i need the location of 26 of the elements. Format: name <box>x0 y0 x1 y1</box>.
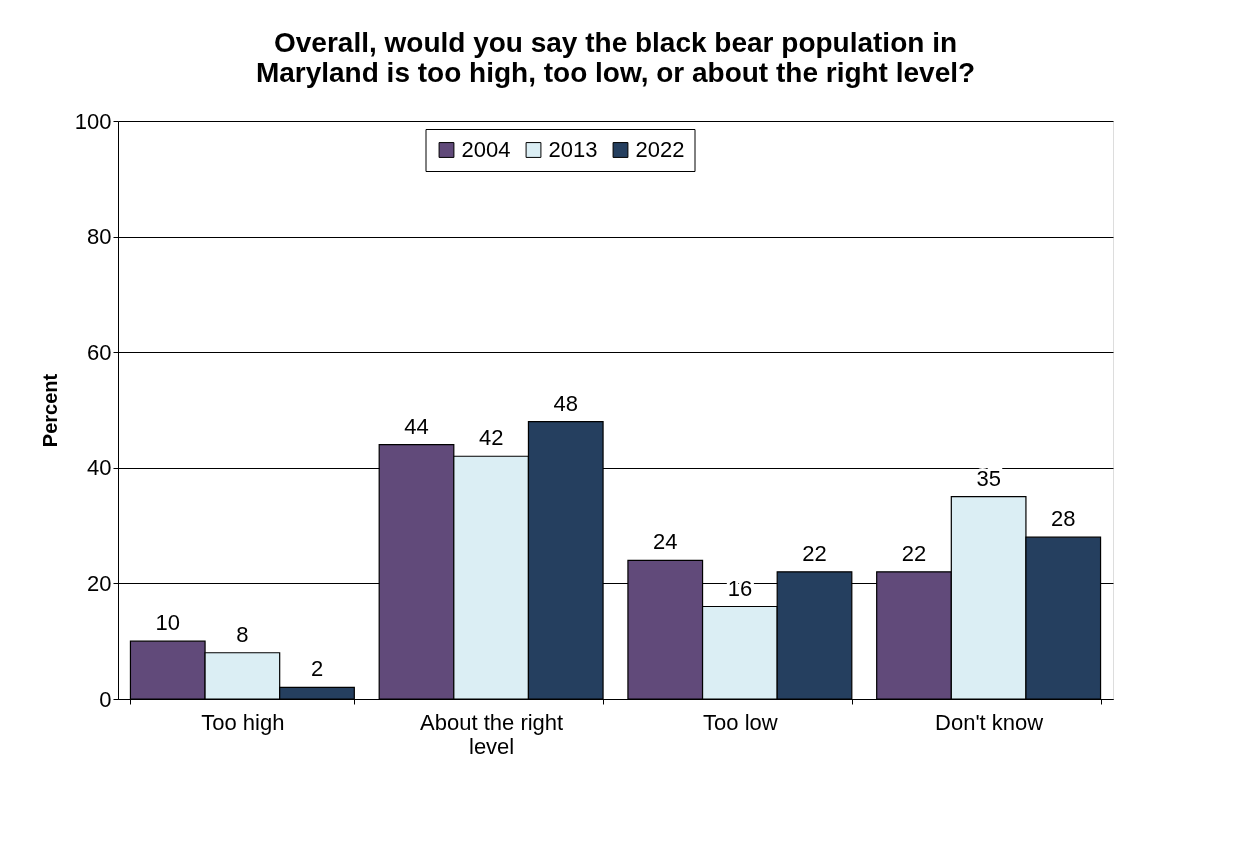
y-tick-label: 60 <box>87 339 112 365</box>
data-label: 35 <box>976 465 1001 491</box>
data-label: 24 <box>653 529 678 555</box>
y-tick-label: 80 <box>87 224 112 250</box>
x-tick-label: Don't know <box>935 709 1044 735</box>
data-label: 22 <box>802 540 827 566</box>
legend-label: 2004 <box>461 137 511 162</box>
legend-label: 2013 <box>548 137 598 162</box>
data-label: 10 <box>155 610 180 636</box>
x-tick-label: About the right level <box>420 709 564 759</box>
data-label: 2 <box>310 656 324 682</box>
x-tick-label: Too high <box>201 709 285 735</box>
data-label: 48 <box>553 390 578 416</box>
y-tick-label: 40 <box>87 455 112 481</box>
data-label: 8 <box>236 621 249 647</box>
y-tick-label: 20 <box>87 570 112 596</box>
y-tick-label: 0 <box>99 686 112 712</box>
legend-label: 2022 <box>635 137 685 162</box>
data-label: 28 <box>1051 506 1076 532</box>
data-label: 44 <box>404 413 429 439</box>
chart-title: Overall, would you say the black bear population in Maryland is too high, too low, or about the right level? <box>255 27 976 88</box>
x-tick-label: Too low <box>703 709 778 735</box>
y-axis-title: Percent <box>38 373 61 448</box>
y-tick-label: 100 <box>74 108 112 134</box>
data-label: 22 <box>901 540 927 566</box>
data-label: 42 <box>478 425 504 451</box>
